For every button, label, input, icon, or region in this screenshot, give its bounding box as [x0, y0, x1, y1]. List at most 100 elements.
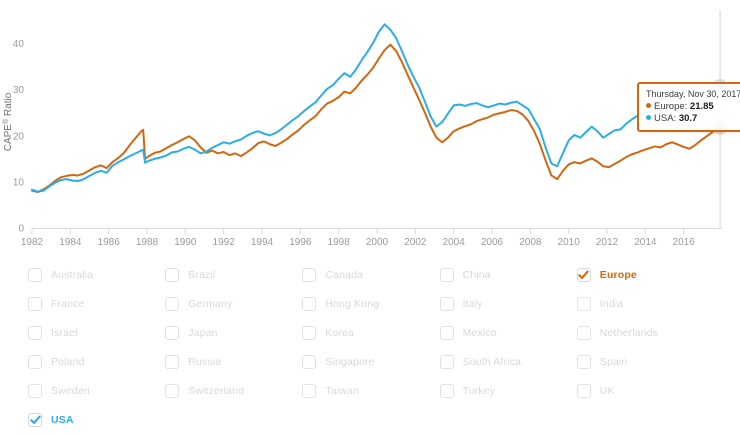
checkbox-taiwan[interactable] [302, 383, 317, 398]
line-chart-svg[interactable]: 0 10 20 30 40 CAPE® Ratio 1982 1984 1986 1988 1990… [0, 0, 740, 256]
checkbox-russia[interactable] [165, 354, 180, 369]
checkbox-mexico[interactable] [439, 325, 454, 340]
checkbox-germany[interactable] [165, 296, 180, 311]
legend-item-canada[interactable]: Canada [302, 267, 439, 282]
legend-label: Hong Kong [325, 297, 380, 310]
legend-label: Netherlands [599, 326, 659, 339]
x-axis-tick-label: 1986 [98, 237, 121, 248]
legend-label: Italy [462, 297, 483, 310]
checkbox-south-africa[interactable] [439, 354, 454, 369]
legend-item-europe[interactable]: Europe [576, 267, 714, 282]
legend-item-italy[interactable]: Italy [439, 296, 577, 311]
x-axis-tick-label: 2002 [404, 237, 427, 248]
legend-item-spain[interactable]: Spain [576, 354, 714, 369]
checkbox-japan[interactable] [165, 325, 180, 340]
legend-item-uk[interactable]: UK [576, 383, 714, 398]
checkbox-poland[interactable] [28, 354, 42, 369]
legend-label: Korea [325, 326, 355, 339]
legend-label: Taiwan [325, 384, 359, 397]
checkbox-usa[interactable] [28, 412, 42, 427]
x-axis-tick-label: 2000 [366, 237, 389, 248]
tooltip-value-usa: 30.7 [678, 113, 698, 124]
legend-label: Germany [188, 297, 233, 310]
legend-label: Mexico [462, 326, 497, 339]
x-axis-tick-label: 1996 [289, 237, 312, 248]
checkbox-spain[interactable] [576, 354, 591, 369]
checkbox-uk[interactable] [576, 383, 591, 398]
tooltip-value-europe: 21.85 [689, 101, 714, 112]
legend-label: India [599, 297, 624, 310]
checkbox-korea[interactable] [302, 325, 317, 340]
legend-grid: Australia Brazil Canada China Europe France Ge… [28, 260, 714, 434]
legend-item-japan[interactable]: Japan [165, 325, 302, 340]
legend-item-turkey[interactable]: Turkey [439, 383, 577, 398]
tooltip-row-europe: Europe: 21.85 [646, 101, 740, 113]
x-axis-tick-label: 2014 [634, 237, 657, 248]
checkbox-brazil[interactable] [165, 267, 180, 282]
legend-item-usa[interactable]: USA [28, 412, 165, 427]
legend-item-france[interactable]: France [28, 296, 165, 311]
checkbox-italy[interactable] [439, 296, 454, 311]
checkbox-netherlands[interactable] [576, 325, 591, 340]
x-axis-tick-label: 1990 [174, 237, 197, 248]
chart-tooltip: Thursday, Nov 30, 2017 Europe: 21.85 USA… [637, 82, 740, 132]
legend-label: Japan [188, 326, 218, 339]
legend-label: USA [51, 413, 74, 426]
legend-label: Brazil [188, 268, 216, 281]
tooltip-name-usa: USA [654, 113, 674, 124]
tooltip-dot-europe [646, 102, 651, 108]
checkbox-switzerland[interactable] [165, 383, 180, 398]
x-axis-tick-label: 2012 [596, 237, 619, 248]
legend-item-poland[interactable]: Poland [28, 354, 165, 369]
legend-item-hong-kong[interactable]: Hong Kong [302, 296, 439, 311]
legend-item-switzerland[interactable]: Switzerland [165, 383, 302, 398]
legend-item-australia[interactable]: Australia [28, 267, 165, 282]
x-axis-tick-label: 1998 [328, 237, 351, 248]
tooltip-name-europe: Europe [654, 101, 685, 112]
legend-item-germany[interactable]: Germany [165, 296, 302, 311]
legend-label: France [51, 297, 85, 310]
legend-item-south-africa[interactable]: South Africa [439, 354, 577, 369]
checkbox-turkey[interactable] [439, 383, 454, 398]
legend-item-sweden[interactable]: Sweden [28, 383, 165, 398]
legend-label: China [462, 268, 491, 281]
legend-label: Switzerland [188, 384, 245, 397]
legend-label: Australia [51, 268, 94, 281]
x-axis-tick-label: 1994 [251, 237, 274, 248]
checkbox-australia[interactable] [28, 267, 42, 282]
checkbox-france[interactable] [28, 296, 42, 311]
check-icon [578, 270, 589, 279]
checkbox-sweden[interactable] [28, 383, 42, 398]
x-axis-tick-label: 2016 [673, 237, 696, 248]
series-line-usa[interactable] [31, 23, 722, 193]
legend-label: Europe [599, 268, 637, 281]
legend-item-brazil[interactable]: Brazil [165, 267, 302, 282]
checkbox-china[interactable] [439, 267, 454, 282]
checkbox-israel[interactable] [28, 325, 42, 340]
legend-label: Russia [188, 355, 222, 368]
checkbox-singapore[interactable] [302, 354, 317, 369]
x-axis-tick-label: 2006 [481, 237, 504, 248]
legend-item-israel[interactable]: Israel [28, 325, 165, 340]
legend-item-russia[interactable]: Russia [165, 354, 302, 369]
legend-item-taiwan[interactable]: Taiwan [302, 383, 439, 398]
checkbox-india[interactable] [576, 296, 591, 311]
legend-item-netherlands[interactable]: Netherlands [576, 325, 714, 340]
legend-label: Canada [325, 268, 364, 281]
series-line-europe[interactable] [31, 43, 722, 194]
y-axis-tick-label: 30 [13, 85, 25, 96]
checkbox-canada[interactable] [302, 267, 317, 282]
legend-item-mexico[interactable]: Mexico [439, 325, 577, 340]
legend-label: Israel [51, 326, 78, 339]
legend-label: South Africa [462, 355, 522, 368]
legend-label: Spain [599, 355, 628, 368]
legend-item-china[interactable]: China [439, 267, 577, 282]
plot-area[interactable]: 0 10 20 30 40 CAPE® Ratio 1982 1984 1986 1988 1990… [0, 0, 740, 256]
legend-item-korea[interactable]: Korea [302, 325, 439, 340]
series-legend[interactable]: Australia Brazil Canada China Europe France Ge… [0, 256, 740, 427]
checkbox-europe[interactable] [576, 267, 591, 282]
legend-item-singapore[interactable]: Singapore [302, 354, 439, 369]
checkbox-hong-kong[interactable] [302, 296, 317, 311]
legend-item-india[interactable]: India [576, 296, 714, 311]
